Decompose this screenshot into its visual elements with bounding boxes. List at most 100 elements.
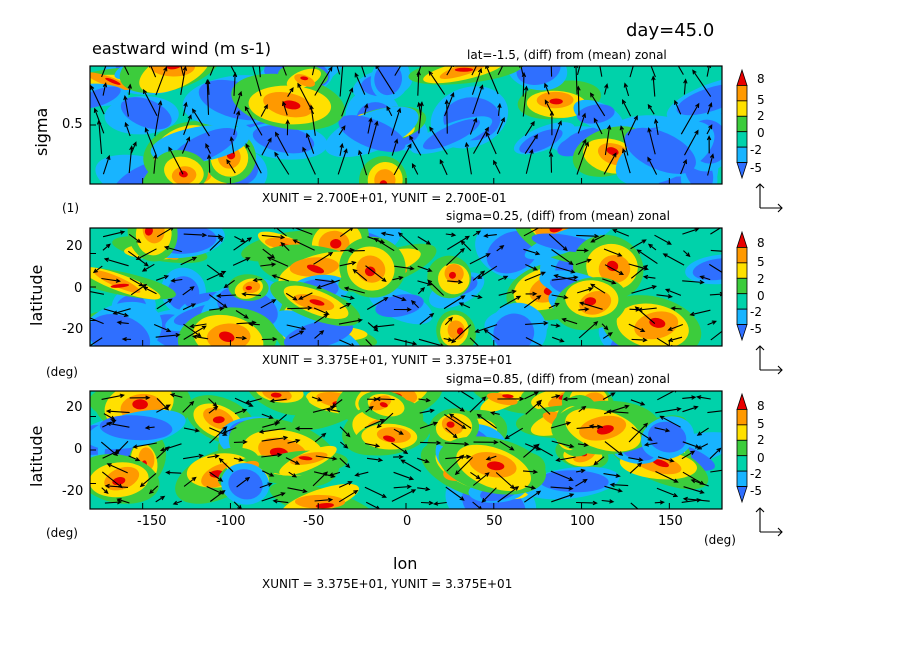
- wind-vector-arrow: [116, 320, 129, 325]
- wind-vector-arrow: [393, 454, 404, 460]
- wind-vector-arrow: [471, 67, 483, 95]
- panel2-wind-vectors: [90, 228, 722, 346]
- wind-vector-arrow: [483, 233, 497, 238]
- panel2-contour-blob: [486, 230, 539, 274]
- wind-vector-arrow: [92, 265, 103, 274]
- panel1-contour-blob: [282, 100, 301, 110]
- panel1-contour-blob: [379, 180, 388, 184]
- wind-vector-arrow: [477, 265, 498, 280]
- wind-vector-arrow: [205, 143, 211, 154]
- wind-vector-arrow: [460, 240, 472, 252]
- wind-vector-arrow: [128, 145, 134, 174]
- wind-vector-arrow: [630, 239, 647, 250]
- wind-vector-arrow: [338, 490, 359, 503]
- wind-vector-arrow: [102, 154, 111, 175]
- cb1-label-0: 0: [757, 126, 765, 140]
- cb3-label-0: 0: [757, 451, 765, 465]
- panel2-contour-blob: [375, 294, 424, 318]
- wind-vector-arrow: [650, 66, 656, 78]
- wind-vector-arrow: [576, 500, 598, 506]
- wind-vector-arrow: [524, 134, 538, 155]
- wind-vector-arrow: [285, 292, 298, 301]
- wind-vector-arrow: [602, 278, 617, 285]
- wind-vector-arrow: [274, 413, 287, 425]
- wind-vector-arrow: [654, 500, 665, 505]
- wind-vector-arrow: [497, 396, 525, 402]
- wind-vector-arrow: [234, 397, 254, 407]
- wind-vector-arrow: [710, 228, 722, 235]
- wind-vector-arrow: [603, 83, 609, 95]
- wind-vector-arrow: [129, 395, 151, 400]
- panel2-ytick-minus20: -20: [62, 322, 84, 337]
- wind-vector-arrow: [601, 499, 615, 504]
- wind-vector-arrow: [677, 66, 684, 75]
- wind-vector-arrow: [544, 82, 550, 95]
- wind-vector-arrow: [418, 397, 431, 403]
- wind-vector-arrow: [112, 308, 131, 315]
- wind-vector-arrow: [682, 405, 699, 413]
- wind-vector-arrow: [280, 241, 290, 251]
- colorbar-segment: [736, 293, 748, 310]
- wind-vector-arrow: [447, 279, 464, 285]
- wind-vector-arrow: [630, 264, 649, 279]
- wind-vector-arrow: [612, 228, 630, 237]
- wind-vector-arrow: [623, 82, 630, 97]
- wind-vector-arrow: [561, 317, 578, 325]
- wind-vector-arrow: [472, 84, 484, 115]
- panel2-contour-blob: [110, 283, 130, 288]
- cb2-label-8: 8: [757, 236, 765, 250]
- panel3-wind-vectors: [100, 391, 722, 509]
- panel1-contour-blob: [576, 104, 615, 124]
- wind-vector-arrow: [550, 421, 572, 429]
- wind-vector-arrow: [208, 294, 228, 309]
- colorbar-segment: [736, 392, 748, 410]
- panel1-contour-blob: [148, 66, 195, 77]
- wind-vector-arrow: [628, 323, 646, 333]
- wind-vector-arrow: [659, 415, 681, 428]
- wind-vector-arrow: [105, 421, 130, 428]
- panel2-contour-blob: [245, 285, 253, 291]
- wind-vector-arrow: [418, 101, 424, 134]
- cb2-label-5: 5: [757, 255, 765, 269]
- panel-2: [89, 227, 783, 375]
- colorbar-segment: [736, 115, 748, 133]
- wind-vector-arrow: [710, 469, 722, 473]
- wind-vector-arrow: [603, 473, 621, 478]
- xtick-minus50: -50: [303, 514, 325, 529]
- wind-vector-arrow: [348, 248, 365, 254]
- wind-vector-arrow: [274, 151, 290, 175]
- wind-vector-arrow: [261, 137, 272, 156]
- wind-vector-arrow: [472, 270, 486, 281]
- wind-vector-arrow: [361, 66, 366, 78]
- wind-vector-arrow: [548, 233, 568, 252]
- panel3-contour-blob: [228, 469, 263, 500]
- wind-vector-arrow: [102, 230, 126, 238]
- wind-vector-arrow: [445, 427, 458, 439]
- wind-vector-arrow: [130, 141, 137, 154]
- wind-vector-arrow: [628, 422, 649, 443]
- panel3-contour-blob: [502, 394, 514, 399]
- panel2-subtitle: sigma=0.25, (diff) from (mean) zonal: [446, 209, 670, 223]
- cb2-label-2: 2: [757, 272, 765, 286]
- panel1-contour-blob: [166, 66, 183, 70]
- panel1-contour-blob: [676, 83, 722, 116]
- wind-vector-arrow: [90, 317, 104, 325]
- chart-title: eastward wind (m s-1): [92, 39, 272, 58]
- wind-vector-arrow: [524, 485, 537, 490]
- wind-vector-arrow: [550, 264, 576, 274]
- wind-vector-arrow: [314, 432, 327, 443]
- wind-vector-arrow: [692, 69, 712, 97]
- wind-vector-arrow: [631, 337, 648, 343]
- wind-vector-arrow: [393, 428, 404, 435]
- wind-vector-arrow: [420, 440, 442, 446]
- wind-vector-arrow: [314, 330, 325, 339]
- wind-vector-arrow: [123, 66, 130, 75]
- wind-vector-arrow: [234, 236, 246, 243]
- reference-vector-x: [760, 365, 783, 375]
- wind-vector-arrow: [696, 443, 709, 450]
- wind-vector-arrow: [105, 409, 130, 414]
- wind-vector-arrow: [148, 485, 159, 495]
- wind-vector-arrow: [128, 455, 141, 462]
- wind-vector-arrow: [209, 66, 215, 76]
- wind-vector-arrow: [497, 66, 504, 75]
